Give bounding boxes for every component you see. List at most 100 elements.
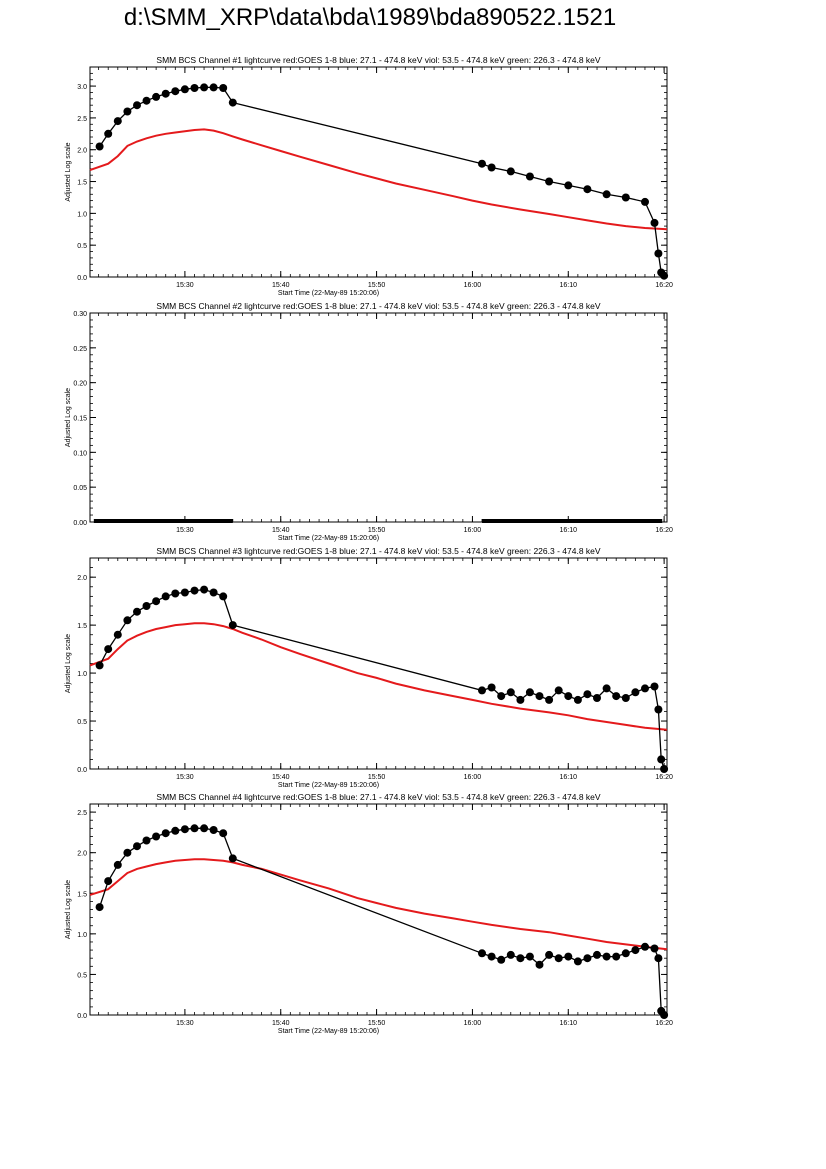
- channel-point: [593, 694, 601, 702]
- channel-point: [487, 683, 496, 692]
- y-tick-label: 2.5: [77, 810, 87, 817]
- channel-point: [621, 694, 630, 702]
- goes-curve: [89, 858, 668, 951]
- channel-point: [219, 84, 228, 92]
- channel-point: [171, 87, 180, 96]
- x-tick-label: 15:50: [368, 282, 386, 289]
- channel-point: [190, 84, 199, 92]
- x-tick-label: 15:30: [176, 527, 194, 534]
- channel-point: [593, 950, 601, 959]
- y-tick-label: 1.0: [77, 671, 87, 678]
- channel-point: [133, 607, 141, 616]
- x-axis-label: Start Time (22-May-89 15:20:06): [278, 1028, 379, 1035]
- channel-point: [573, 957, 582, 966]
- channel-point: [650, 218, 659, 227]
- channel-point: [152, 832, 161, 841]
- channel-point: [621, 949, 630, 958]
- channel-point: [133, 842, 141, 851]
- y-tick-label: 0.0: [77, 1013, 87, 1020]
- plot-frame: [89, 66, 668, 278]
- channel-point: [621, 193, 630, 202]
- y-tick-label: 0.25: [73, 346, 87, 353]
- x-axis-label: Start Time (22-May-89 15:20:06): [278, 782, 379, 789]
- channel-point: [142, 96, 151, 105]
- y-tick-label: 0.0: [77, 767, 87, 774]
- channel-point: [478, 686, 486, 695]
- channel-point: [200, 83, 209, 92]
- y-axis-label: Adjusted Log scale: [65, 880, 72, 939]
- y-tick-label: 0.05: [73, 485, 87, 492]
- y-tick-label: 0.5: [77, 972, 87, 979]
- plot-frame: [89, 803, 668, 1016]
- x-tick-label: 15:40: [272, 1020, 290, 1027]
- page-title: d:\SMM_XRP\data\bda\1989\bda890522.1521: [123, 4, 617, 31]
- goes-curve: [89, 622, 668, 731]
- y-tick-label: 1.5: [77, 623, 87, 630]
- channel-point: [660, 1011, 669, 1019]
- channel-point: [152, 92, 161, 101]
- x-tick-label: 15:30: [176, 282, 194, 289]
- x-tick-label: 15:30: [176, 774, 194, 781]
- channel-point: [535, 692, 544, 701]
- channel-point: [209, 83, 218, 92]
- channel-point: [564, 692, 573, 701]
- x-tick-label: 16:20: [655, 774, 673, 781]
- x-tick-label: 15:30: [176, 1020, 194, 1027]
- plot-frame: [89, 312, 668, 523]
- channel-point: [612, 952, 621, 961]
- chart-panel-1: SMM BCS Channel #1 lightcurve red:GOES 1…: [65, 55, 673, 297]
- y-axis-label: Adjusted Log scale: [65, 142, 72, 201]
- channel-point: [497, 955, 506, 964]
- chart-panel-3: SMM BCS Channel #3 lightcurve red:GOES 1…: [65, 546, 673, 789]
- x-tick-label: 15:40: [272, 774, 290, 781]
- channel-point: [641, 197, 649, 206]
- y-tick-label: 0.15: [73, 416, 87, 423]
- channel-point: [612, 692, 621, 701]
- channel-point: [535, 960, 544, 969]
- channel-point: [104, 877, 113, 886]
- y-tick-label: 2.5: [77, 116, 87, 123]
- y-tick-label: 2.0: [77, 148, 87, 155]
- y-tick-label: 0.5: [77, 243, 87, 250]
- x-tick-label: 16:10: [560, 1020, 578, 1027]
- channel-point: [228, 854, 237, 863]
- channel-point: [654, 954, 663, 963]
- channel-curve: [99, 86, 665, 277]
- channel-point: [142, 836, 151, 845]
- channel-point: [554, 686, 563, 695]
- channel-point: [142, 602, 151, 610]
- channel-point: [602, 684, 611, 693]
- channel-point: [654, 705, 663, 714]
- channel-point: [631, 946, 640, 955]
- y-tick-label: 2.0: [77, 851, 87, 858]
- x-tick-label: 16:10: [560, 527, 578, 534]
- channel-point: [506, 950, 515, 959]
- chart-title: SMM BCS Channel #2 lightcurve red:GOES 1…: [156, 301, 600, 311]
- channel-point: [564, 952, 573, 961]
- channel-point: [95, 661, 104, 670]
- channel-point: [641, 942, 649, 951]
- channel-curve: [98, 827, 665, 1016]
- channel-point: [123, 848, 132, 857]
- y-axis-label: Adjusted Log scale: [65, 388, 72, 447]
- x-tick-label: 15:40: [272, 282, 290, 289]
- y-tick-label: 0.5: [77, 719, 87, 726]
- x-tick-label: 16:20: [655, 1020, 673, 1027]
- channel-point: [113, 117, 122, 126]
- channel-point: [650, 944, 659, 953]
- channel-point: [228, 98, 237, 107]
- channel-point: [602, 190, 611, 199]
- channel-point: [478, 949, 486, 958]
- channel-point: [641, 684, 649, 693]
- channel-point: [190, 586, 199, 595]
- channel-point: [171, 589, 180, 598]
- channel-point: [631, 688, 640, 697]
- channel-point: [219, 829, 228, 838]
- channel-point: [660, 271, 669, 280]
- channel-point: [113, 860, 122, 869]
- x-tick-label: 15:50: [368, 527, 386, 534]
- channel-point: [525, 688, 534, 697]
- y-axis-label: Adjusted Log scale: [65, 634, 72, 693]
- y-tick-label: 0.0: [77, 275, 87, 282]
- channel-point: [209, 588, 218, 597]
